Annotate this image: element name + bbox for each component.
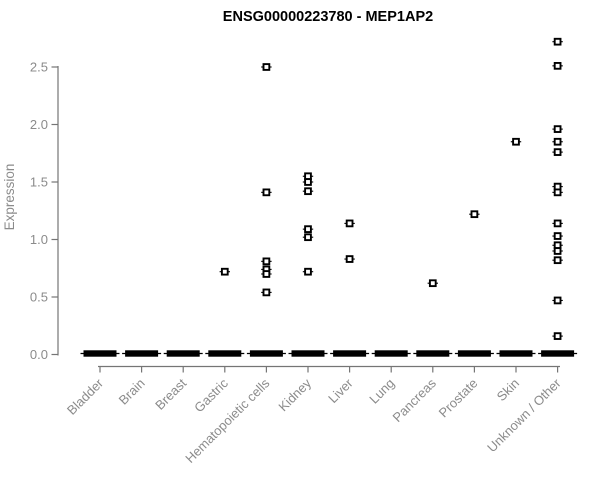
data-point [470,210,479,219]
x-tick-label: Breast [152,375,189,412]
data-point [262,63,271,71]
data-point [553,256,562,265]
y-tick-label: 0.5 [30,290,48,305]
zero-cluster-bar [208,350,242,357]
x-tick-label: Unknown / Other [484,375,564,455]
x-tick-label: Brain [116,376,148,408]
zero-cluster-bar [291,350,325,357]
x-tick-label: Kidney [275,375,314,414]
data-point [553,247,562,255]
data-point [553,37,562,46]
data-point [262,288,271,297]
chart-title: ENSG00000223780 - MEP1AP2 [223,9,433,25]
data-point [553,148,562,156]
y-tick-label: 0.0 [30,347,48,362]
data-point [220,267,229,276]
data-point [345,219,354,228]
x-tick-label: Liver [325,375,356,406]
x-tick-label: Lung [366,376,397,407]
zero-cluster-bar [125,350,159,357]
data-point [512,137,520,146]
data-point [262,257,271,266]
zero-cluster-bar [374,350,408,357]
data-point [553,232,562,240]
data-point [304,178,312,186]
y-axis-label: Expression [2,164,17,231]
data-point [553,125,562,133]
x-tick-label: Skin [494,376,522,404]
data-point [553,188,562,197]
zero-cluster-bar [249,350,283,357]
data-point [262,270,271,278]
zero-cluster-bar [83,350,117,357]
y-tick-label: 1.0 [30,232,48,247]
data-point [428,279,437,288]
data-point [553,137,562,146]
x-tick-label: Gastric [191,375,231,415]
y-tick-label: 1.5 [30,175,48,190]
data-marks [80,37,578,357]
axes: 0.0 0.5 1.0 1.5 2.0 2.5 Bladder Brain Breast Gast… [30,60,564,466]
zero-cluster-bar [541,350,575,357]
data-point [553,219,562,228]
zero-cluster-bar [457,350,491,357]
data-point [304,267,312,276]
x-tick-label: Prostate [436,376,481,421]
y-tick-label: 2.5 [30,60,48,75]
data-point [304,225,312,234]
zero-cluster-bar [499,350,533,357]
data-point [553,332,562,340]
zero-cluster-bar [333,350,367,357]
data-point [304,187,312,196]
data-point [304,233,312,242]
data-point [553,296,562,305]
zero-cluster-bar [416,350,450,357]
data-point [262,188,271,197]
x-tick-label: Bladder [64,375,107,418]
data-point [553,62,562,70]
x-tick-label: Pancreas [389,375,439,425]
zero-cluster-bar [166,350,200,357]
data-point [345,255,354,263]
y-tick-label: 2.0 [30,117,48,132]
